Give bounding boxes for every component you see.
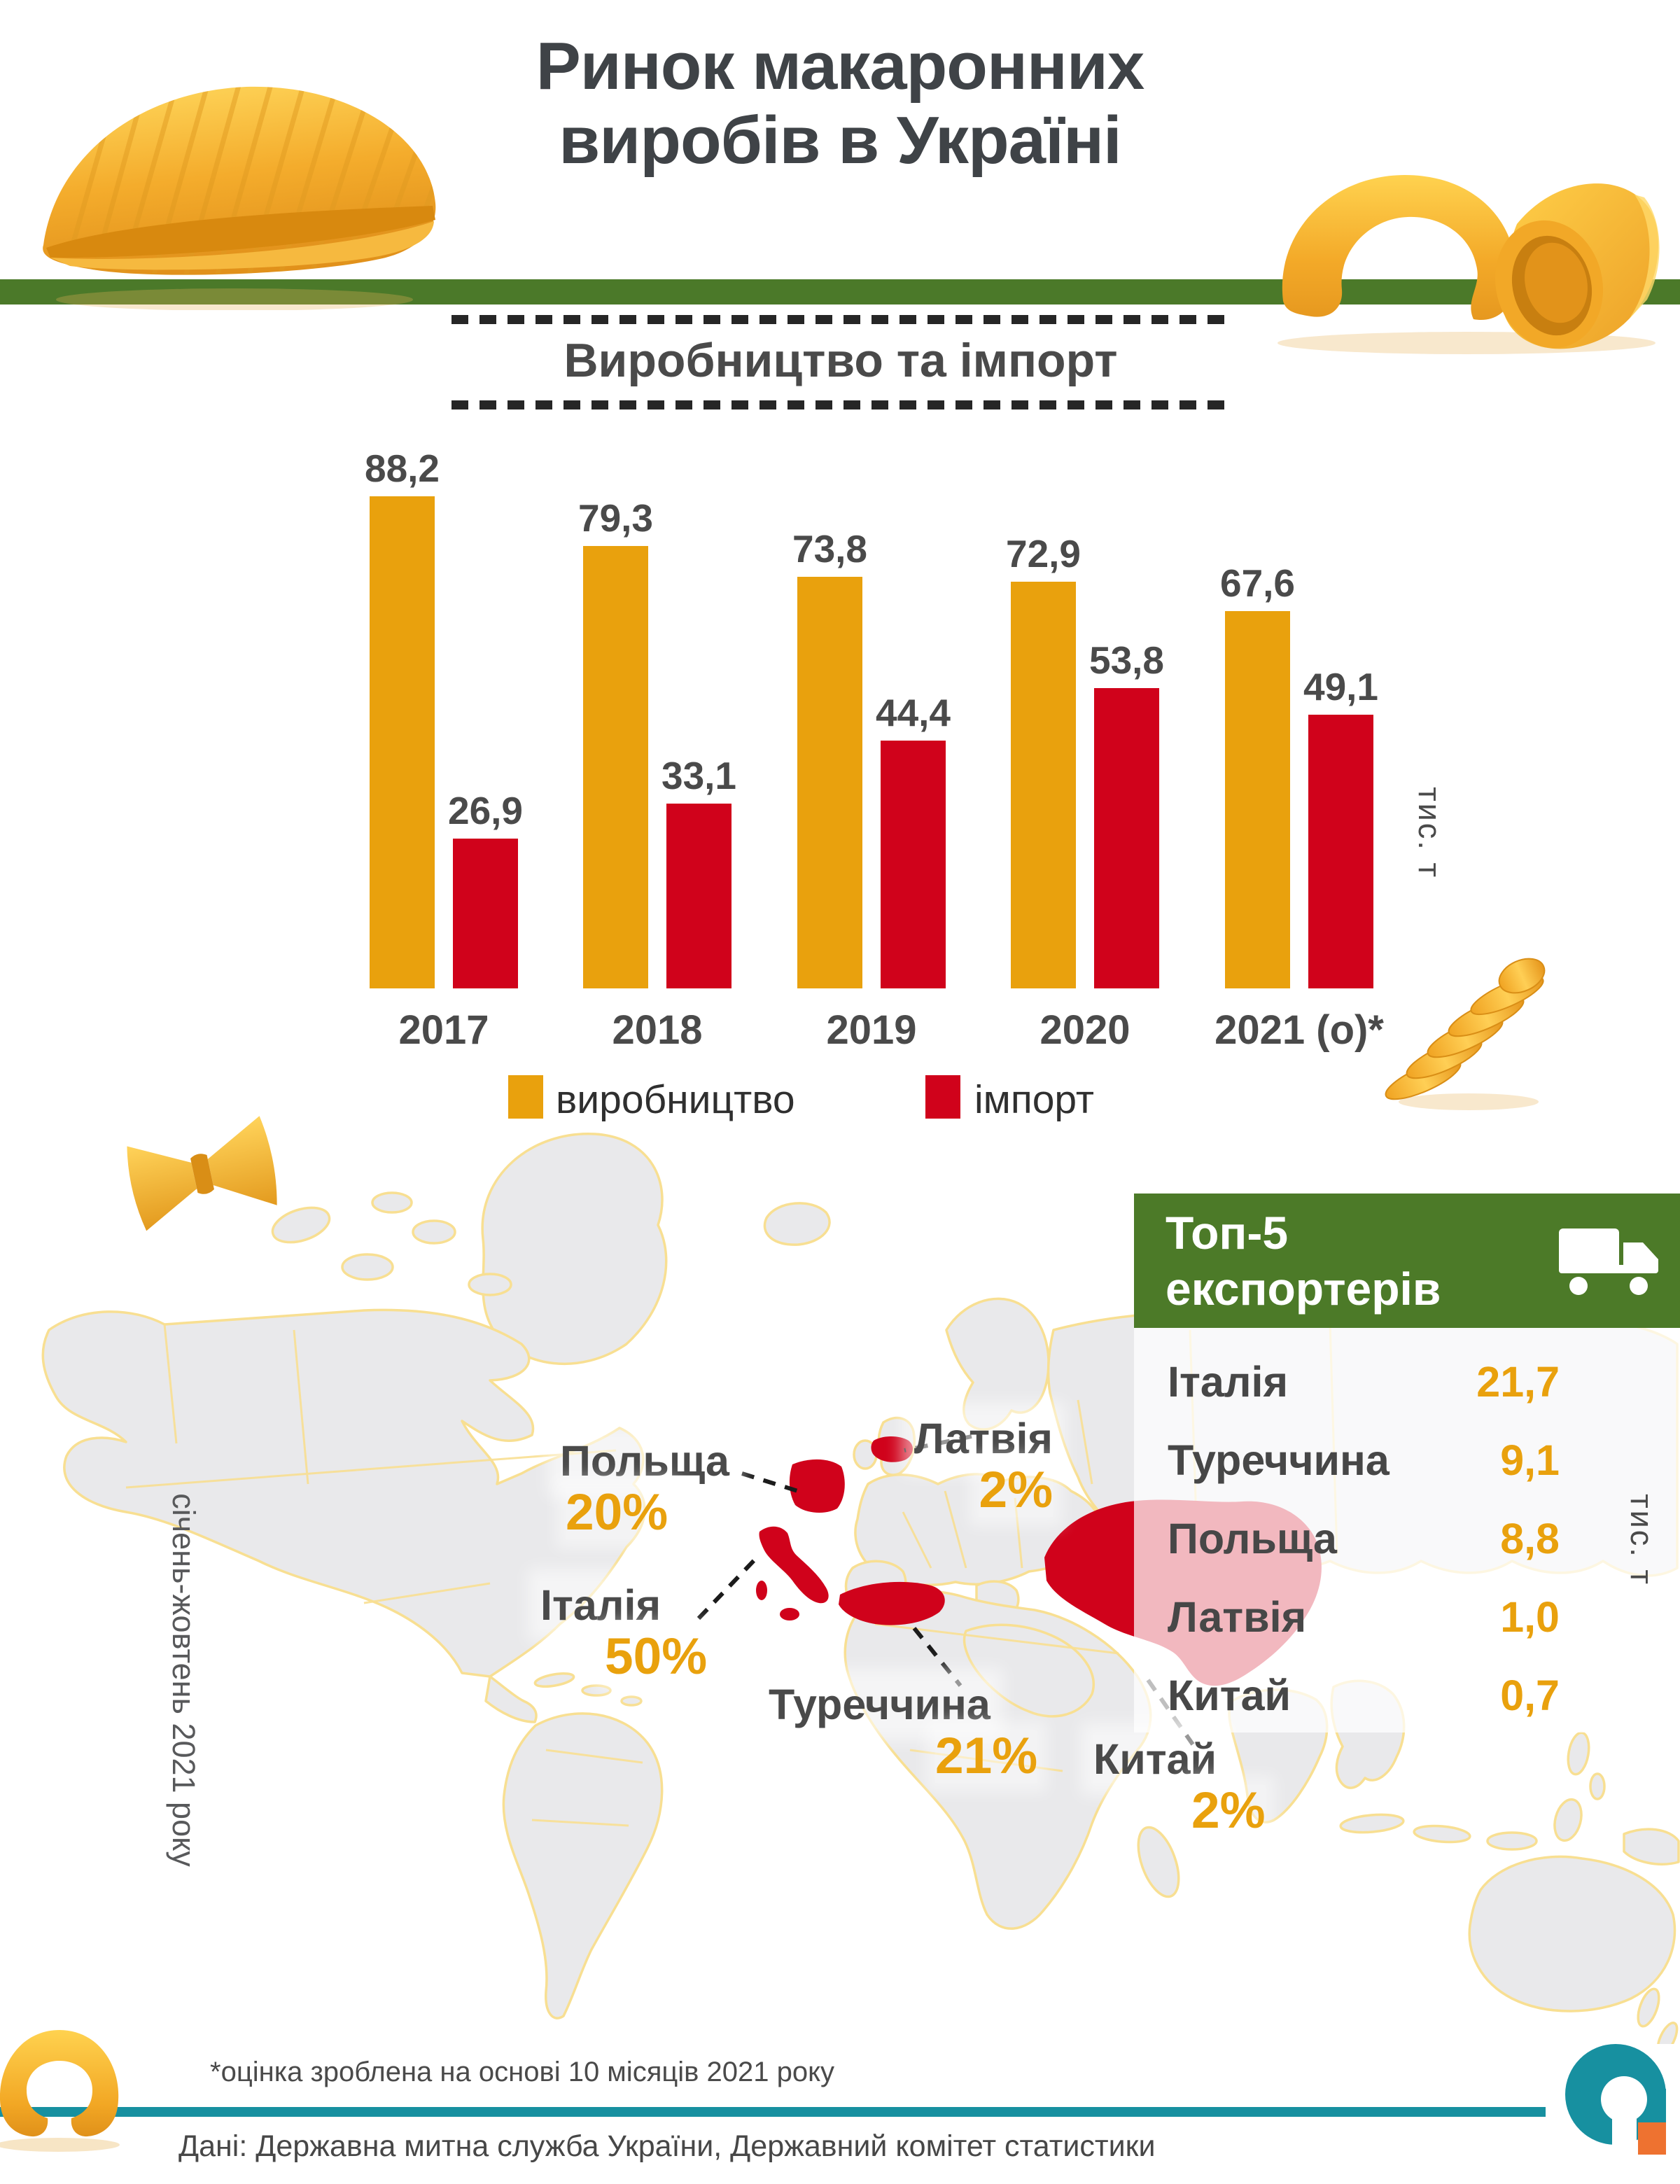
exporters-title: Топ-5 експортерів	[1166, 1205, 1441, 1317]
connector-turkey	[912, 1627, 962, 1687]
bar-value-import-2019: 44,4	[875, 691, 951, 734]
publisher-logo	[1565, 2044, 1666, 2155]
exporters-title-line1: Топ-5	[1166, 1207, 1289, 1259]
exporter-value: 8,8	[1500, 1515, 1560, 1562]
production-import-bar-chart: 88,2 26,9 2017 79,3 33,1 2018 73,8 44,4 2019 72,9…	[364, 447, 1384, 1053]
legend-label-production: виробництво	[556, 1077, 795, 1122]
country-italy-highlight	[759, 1526, 829, 1604]
bar-value-production-2017: 88,2	[364, 447, 440, 490]
exporter-value: 0,7	[1500, 1672, 1560, 1719]
exporters-unit: тис. т	[1624, 1494, 1660, 1586]
page-title: Ринок макаронних виробів в Україні	[0, 29, 1680, 178]
exporter-row-1: Італія 21,7	[1168, 1348, 1560, 1426]
fusilli-pasta-icon	[1385, 958, 1546, 1110]
connector-italy	[696, 1552, 762, 1620]
country-latvia-highlight	[871, 1436, 913, 1462]
data-source: Дані: Державна митна служба України, Дер…	[178, 2129, 1156, 2163]
farfalle-pasta-icon	[127, 1116, 277, 1231]
legend-swatch-production	[508, 1075, 543, 1119]
logo-orange-square	[1638, 2122, 1666, 2155]
x-axis-label-2019: 2019	[826, 1007, 917, 1053]
heading-dash-rule-bottom	[451, 400, 1230, 410]
heading-dash-rule-top	[451, 315, 1230, 324]
exporter-value: 9,1	[1500, 1436, 1560, 1484]
truck-icon	[1559, 1228, 1658, 1295]
exporter-row-4: Латвія 1,0	[1168, 1583, 1560, 1661]
bar-value-import-2020: 53,8	[1088, 638, 1165, 682]
exporter-country: Туреччина	[1168, 1436, 1390, 1484]
exporter-row-5: Китай 0,7	[1168, 1661, 1560, 1740]
legend-label-import: імпорт	[974, 1077, 1094, 1122]
x-axis-label-2017: 2017	[398, 1007, 489, 1053]
bar-value-import-2018: 33,1	[661, 754, 737, 797]
bar-value-production-2018: 79,3	[578, 496, 654, 540]
exporter-country: Латвія	[1168, 1593, 1307, 1641]
legend-swatch-import	[925, 1075, 960, 1119]
bar-value-production-2021 (о)*: 67,6	[1219, 561, 1296, 605]
exporters-header: Топ-5 експортерів	[1134, 1194, 1680, 1328]
elbow-and-trumpet-pasta-icon	[1278, 175, 1660, 354]
bar-import-2020	[1094, 688, 1159, 988]
estimate-footnote: *оцінка зроблена на основі 10 місяців 20…	[210, 2057, 835, 2087]
bar-value-import-2021 (о)*: 49,1	[1303, 665, 1379, 708]
x-axis-label-2021 (о)*: 2021 (о)*	[1214, 1007, 1384, 1053]
exporter-country: Китай	[1168, 1672, 1292, 1719]
exporter-row-3: Польща 8,8	[1168, 1504, 1560, 1583]
bar-value-production-2020: 72,9	[1005, 532, 1082, 575]
chart-section-heading: Виробництво та імпорт	[564, 334, 1118, 387]
map-period-note: січень-жовтень 2021 року	[166, 1493, 202, 1867]
country-turkey-highlight	[839, 1581, 945, 1625]
connector-poland	[741, 1471, 803, 1494]
bar-import-2019	[881, 741, 946, 988]
bar-production-2019	[797, 577, 862, 988]
exporters-panel: Італія 21,7 Туреччина 9,1 Польща 8,8 Латвія 1,0…	[1134, 1328, 1680, 1732]
exporter-country: Польща	[1168, 1515, 1337, 1562]
exporter-value: 1,0	[1500, 1593, 1560, 1641]
country-poland-highlight	[789, 1459, 845, 1513]
exporter-value: 21,7	[1476, 1358, 1560, 1406]
footer-divider	[0, 2107, 1546, 2117]
bar-import-2018	[666, 804, 732, 988]
exporters-title-line2: експортерів	[1166, 1263, 1441, 1315]
x-axis-label-2020: 2020	[1040, 1007, 1130, 1053]
bar-production-2021 (о)*	[1225, 611, 1290, 988]
bar-value-production-2019: 73,8	[792, 527, 868, 570]
page-title-line2: виробів в Україні	[559, 103, 1121, 178]
bar-value-import-2017: 26,9	[447, 789, 524, 832]
exporter-country: Італія	[1168, 1358, 1289, 1406]
macaroni-pasta-icon	[0, 2030, 120, 2152]
conchiglie-pasta-icon	[43, 86, 436, 310]
page-title-line1: Ринок макаронних	[536, 29, 1145, 104]
bar-import-2021 (о)*	[1308, 715, 1373, 988]
bar-production-2017	[370, 496, 435, 988]
chart-y-axis-unit: тис. т	[1412, 787, 1448, 879]
header-divider-band	[0, 279, 1680, 304]
exporter-row-2: Туреччина 9,1	[1168, 1426, 1560, 1504]
bar-import-2017	[453, 839, 518, 988]
bar-production-2018	[583, 546, 648, 988]
x-axis-label-2018: 2018	[612, 1007, 703, 1053]
bar-production-2020	[1011, 582, 1076, 988]
